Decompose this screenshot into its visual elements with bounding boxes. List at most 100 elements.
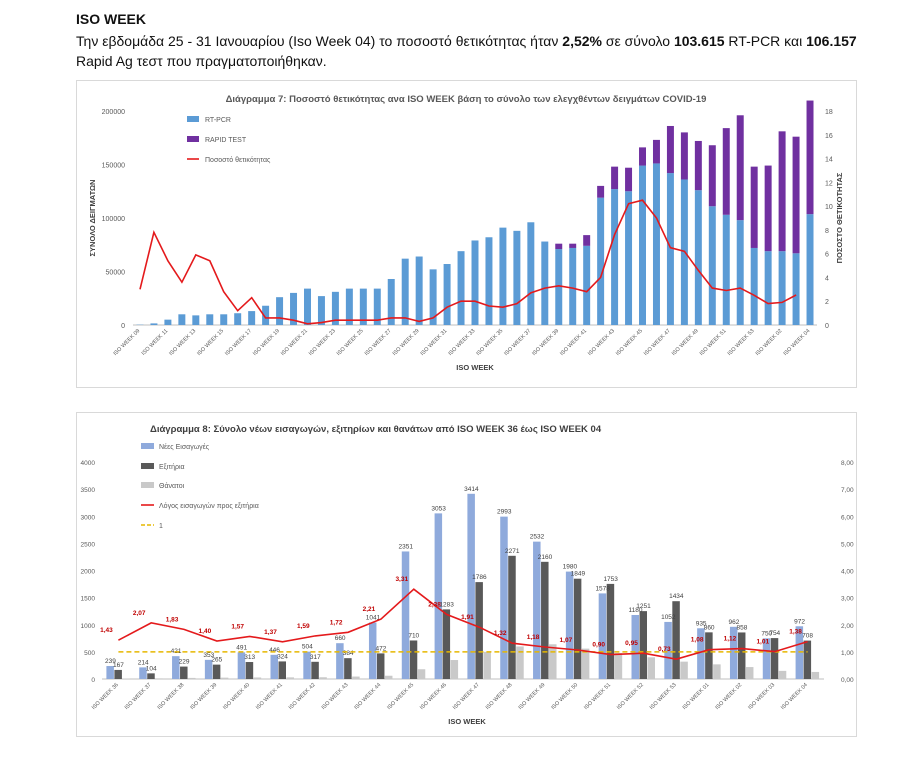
chart2-label-discharges: 265 — [211, 657, 222, 664]
chart2-label-admissions: 750 — [761, 630, 772, 637]
chart1-bar-rtpcr — [750, 247, 758, 325]
chart2-label-admissions: 1052 — [661, 614, 676, 621]
chart2-ratio-label: 1,57 — [231, 623, 244, 630]
chart1-xtick: ISO WEEK 23 — [308, 328, 337, 357]
chart2-label-admissions: 446 — [269, 647, 280, 654]
chart2-bar-admissions — [204, 659, 213, 679]
chart1-xtick: ISO WEEK 15 — [196, 328, 225, 357]
chart1-y2tick: 18 — [825, 109, 833, 116]
chart1-bar-rtpcr — [597, 197, 605, 325]
chart1-bar-rtpcr — [778, 251, 786, 325]
chart1-bar-rapid — [736, 115, 744, 221]
chart2-label-admissions: 2532 — [530, 534, 545, 541]
chart2-title: Διάγραμμα 8: Σύνολο νέων εισαγωγών, εξιτ… — [150, 424, 602, 435]
chart2-y2tick: 3,00 — [841, 596, 854, 603]
chart2-bar-discharges — [672, 601, 680, 679]
chart1-xtick: ISO WEEK 04 — [783, 328, 812, 357]
chart1-bar-rtpcr — [527, 222, 535, 325]
chart1-xtick: ISO WEEK 09 — [113, 328, 142, 357]
chart2-label-admissions: 3053 — [431, 505, 446, 512]
chart2-ytick: 1500 — [81, 596, 96, 603]
chart1-bar-rapid — [680, 132, 688, 180]
chart2-ratio-label: 2,07 — [133, 610, 146, 617]
chart2-ratio-label: 1,83 — [166, 616, 179, 623]
rapid-total-value: 106.157 — [806, 33, 857, 49]
chart1-bar-rtpcr — [345, 288, 353, 325]
chart2-label-admissions: 660 — [335, 635, 346, 642]
chart2-bar-deaths — [319, 677, 327, 679]
chart2-ytick: 4000 — [81, 460, 96, 467]
chart2-bar-discharges — [245, 662, 254, 679]
chart2-ratio-label: 1,01 — [756, 639, 769, 646]
chart1-bar-rtpcr — [234, 313, 242, 325]
chart1-legend-swatch-rtpcr — [187, 116, 199, 122]
chart1-xtick: ISO WEEK 47 — [643, 328, 672, 357]
chart1-bar-rtpcr — [639, 165, 646, 325]
chart1-bar-rtpcr — [569, 247, 577, 325]
chart1-ylabel: ΣΥΝΟΛΟ ΔΕΙΓΜΑΤΩΝ — [88, 180, 97, 257]
chart1-bar-rtpcr — [331, 291, 339, 325]
chart2-label-admissions: 1578 — [595, 585, 610, 592]
chart1-bar-rtpcr — [192, 315, 200, 325]
chart1-bar-rtpcr — [625, 191, 633, 325]
chart2-label-discharges: 229 — [179, 659, 190, 666]
chart2-bar-discharges — [180, 666, 188, 679]
chart2-label-discharges: 858 — [737, 624, 748, 631]
chart2-xtick: ISO WEEK 42 — [288, 682, 317, 711]
chart1-bar-rapid — [611, 166, 619, 190]
chart1-bar-rapid — [764, 165, 772, 252]
chart2-ratio-line — [118, 588, 808, 661]
chart1-bar-rtpcr — [415, 256, 423, 325]
chart1-xtick: ISO WEEK 27 — [364, 328, 393, 357]
chart2-bar-deaths — [286, 677, 294, 679]
chart2-xtick: ISO WEEK 39 — [189, 682, 218, 711]
chart1-bar-rtpcr — [583, 245, 591, 325]
chart2-bar-deaths — [450, 660, 459, 679]
chart2-xtick: ISO WEEK 44 — [353, 682, 382, 711]
chart2-bar-discharges — [311, 661, 319, 679]
chart2-bar-deaths — [680, 661, 688, 679]
chart2-ratio-label: 3,31 — [395, 576, 408, 583]
chart2-label-admissions: 239 — [105, 658, 116, 665]
chart1-bar-rapid — [694, 140, 702, 191]
chart1-legend-swatch-rapid — [187, 136, 199, 142]
chart1-bar-rtpcr — [722, 214, 730, 325]
chart2-xtick: ISO WEEK 03 — [747, 682, 776, 711]
chart1-bar-rtpcr — [736, 220, 744, 325]
chart1-bar-rtpcr — [611, 189, 619, 325]
chart1-y2tick: 2 — [825, 299, 829, 306]
chart2-bar-admissions — [336, 643, 344, 679]
chart2-bar-deaths — [713, 664, 721, 679]
chart2-bar-admissions — [368, 622, 377, 679]
chart2-ratio-label: 0,90 — [592, 642, 605, 649]
summary-text-1: Την εβδομάδα 25 - 31 Ιανουαρίου (Iso Wee… — [76, 33, 563, 49]
chart2-bar-discharges — [639, 611, 647, 679]
chart1-y2tick: 6 — [825, 252, 829, 259]
chart2-ratio-label: 1,18 — [527, 634, 540, 641]
chart2-label-admissions: 353 — [203, 652, 214, 659]
chart1-bar-rtpcr — [457, 251, 465, 325]
chart-panel-positivity: Διάγραμμα 7: Ποσοστό θετικότητας ανα ISO… — [76, 80, 857, 388]
summary-text-2: σε σύνολο — [601, 33, 674, 49]
chart2-xtick: ISO WEEK 45 — [386, 682, 415, 711]
chart2-ratio-label: 2,21 — [363, 606, 376, 613]
chart1-y2tick: 12 — [825, 180, 833, 187]
chart2-y2tick: 5,00 — [841, 541, 854, 548]
chart1-xtick: ISO WEEK 37 — [503, 328, 532, 357]
chart2-bar-admissions — [500, 516, 508, 679]
chart2-bar-admissions — [762, 638, 771, 679]
chart2-label-discharges: 2271 — [505, 548, 520, 555]
rtpcr-total-value: 103.615 — [673, 33, 725, 49]
chart1-bar-rtpcr — [555, 249, 563, 325]
chart2-bar-admissions — [434, 513, 443, 679]
chart2-y2tick: 2,00 — [841, 623, 854, 630]
chart1-xtick: ISO WEEK 35 — [475, 328, 504, 357]
chart2-xtick: ISO WEEK 01 — [682, 682, 711, 711]
chart1-bar-rtpcr — [387, 278, 395, 325]
chart2-label-discharges: 313 — [244, 654, 255, 661]
chart1-bar-rtpcr — [248, 311, 256, 325]
chart2-y2tick: 7,00 — [841, 487, 854, 494]
chart1-xtick: ISO WEEK 45 — [615, 328, 644, 357]
chart2-legend-label-one: 1 — [159, 523, 163, 530]
chart1-bar-rtpcr — [652, 163, 660, 325]
